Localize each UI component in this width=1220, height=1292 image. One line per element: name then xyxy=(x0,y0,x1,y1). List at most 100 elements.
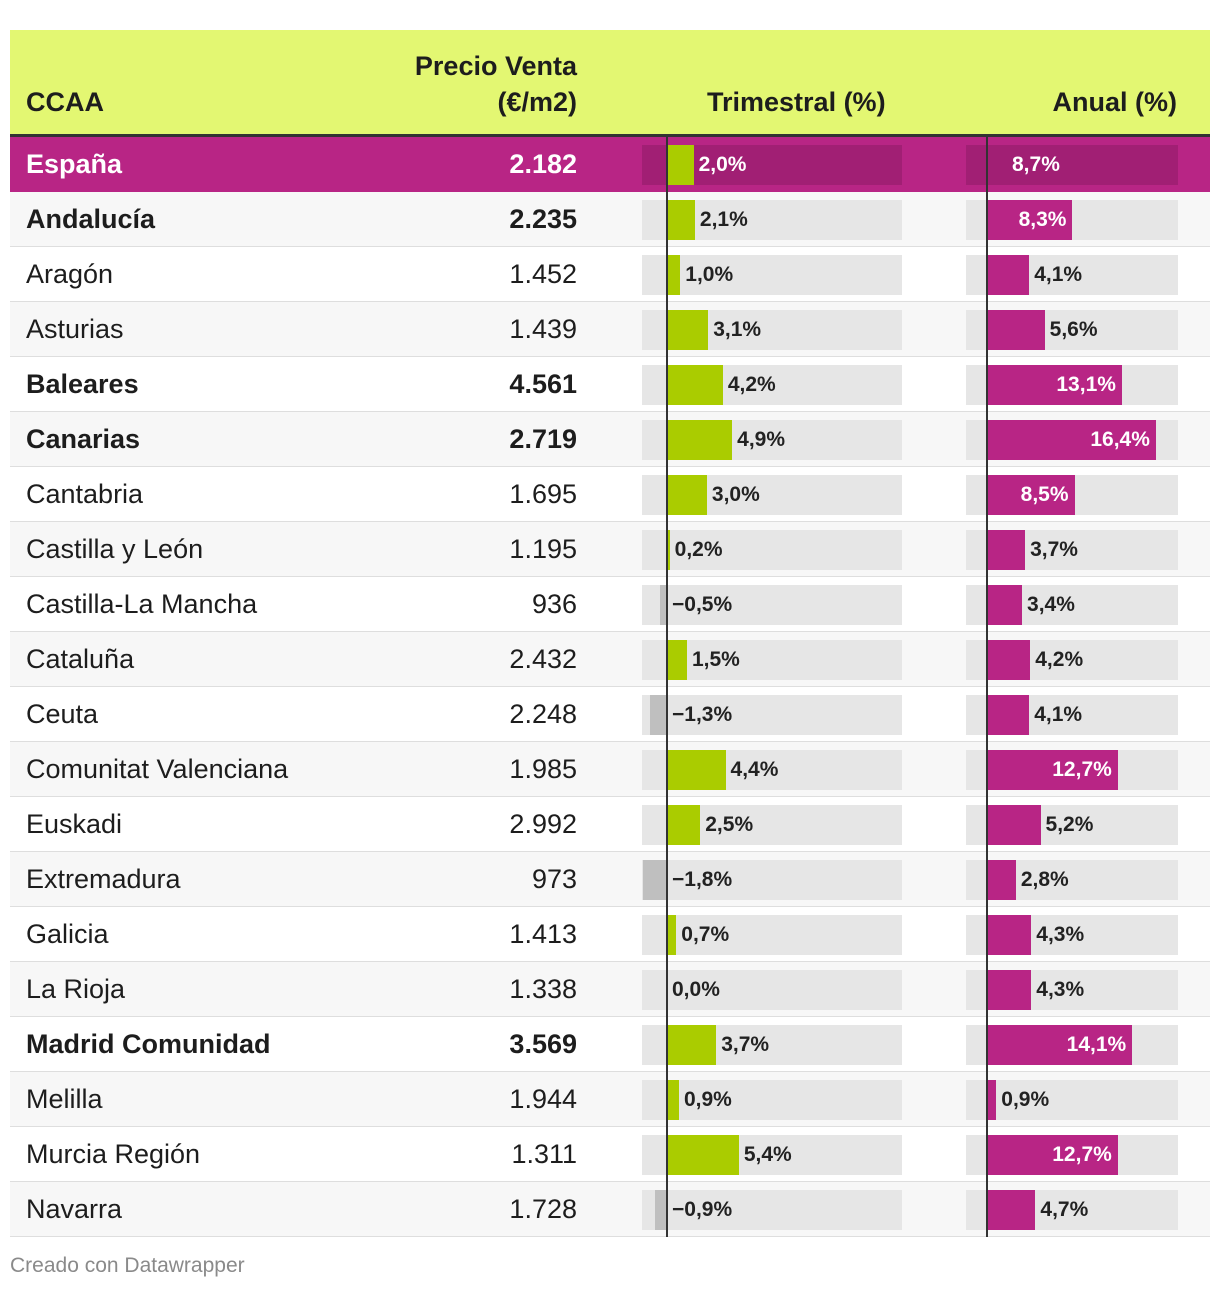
trimestral-bar xyxy=(667,915,677,955)
trimestral-track: −1,8% xyxy=(642,860,902,900)
ccaa-name: Extremadura xyxy=(26,864,181,894)
anual-track: 2,8% xyxy=(966,860,1178,900)
anual-bar xyxy=(987,420,1156,460)
anual-label: 0,9% xyxy=(1001,1088,1050,1111)
anual-track: 12,7% xyxy=(966,1135,1178,1175)
anual-bar xyxy=(987,750,1118,790)
table-row: Andalucía 2.235 2,1% 8,3% xyxy=(10,192,1210,247)
ccaa-name: Navarra xyxy=(26,1194,123,1224)
anual-bar xyxy=(987,530,1026,570)
trimestral-bar xyxy=(667,200,695,240)
table-row: Galicia 1.413 0,7% 4,3% xyxy=(10,907,1210,962)
trimestral-track: 5,4% xyxy=(642,1135,902,1175)
trimestral-track: 2,5% xyxy=(642,805,902,845)
header-ccaa[interactable]: CCAA xyxy=(26,87,104,117)
ccaa-name: Andalucía xyxy=(26,204,156,234)
anual-label: 4,2% xyxy=(1035,648,1084,671)
ccaa-name: Castilla-La Mancha xyxy=(26,589,258,619)
anual-label: 4,3% xyxy=(1036,923,1085,946)
ccaa-name: Canarias xyxy=(26,424,141,454)
trimestral-bar xyxy=(643,860,667,900)
anual-bar xyxy=(987,585,1023,625)
trimestral-bar xyxy=(667,145,694,185)
trimestral-bar xyxy=(667,750,726,790)
ccaa-name: Ceuta xyxy=(26,699,99,729)
trimestral-track: 1,0% xyxy=(642,255,902,295)
trimestral-bar xyxy=(667,255,681,295)
ccaa-name: Cantabria xyxy=(26,479,144,509)
header-price[interactable]: Precio Venta (€/m2) xyxy=(415,48,577,120)
anual-label: 4,7% xyxy=(1040,1198,1089,1221)
trimestral-label: 0,9% xyxy=(683,1088,732,1111)
trimestral-track: 0,0% xyxy=(642,970,902,1010)
table-row: Murcia Región 1.311 5,4% 12,7% xyxy=(10,1127,1210,1182)
anual-track: 4,3% xyxy=(966,915,1178,955)
ccaa-name: Murcia Región xyxy=(26,1139,201,1169)
anual-label: 2,8% xyxy=(1020,868,1069,891)
table-row: Castilla-La Mancha 936 −0,5% 3,4% xyxy=(10,577,1210,632)
price-value: 2.992 xyxy=(509,809,577,839)
anual-track: 8,3% xyxy=(966,200,1178,240)
anual-track: 16,4% xyxy=(966,420,1178,460)
anual-bar xyxy=(987,805,1041,845)
anual-label: 12,7% xyxy=(1052,758,1112,781)
trimestral-track: 0,9% xyxy=(642,1080,902,1120)
anual-track: 12,7% xyxy=(966,750,1178,790)
trimestral-track: 4,9% xyxy=(642,420,902,460)
table-row: Canarias 2.719 4,9% 16,4% xyxy=(10,412,1210,467)
trimestral-label: 4,2% xyxy=(727,373,776,396)
trimestral-bar xyxy=(667,365,723,405)
anual-track: 5,6% xyxy=(966,310,1178,350)
table-row: Cataluña 2.432 1,5% 4,2% xyxy=(10,632,1210,687)
ccaa-name: Melilla xyxy=(26,1084,103,1114)
trimestral-label: 3,1% xyxy=(713,318,762,341)
trimestral-label: −0,9% xyxy=(672,1198,733,1221)
ccaa-name: Galicia xyxy=(26,919,109,949)
ccaa-name: La Rioja xyxy=(26,974,126,1004)
anual-label: 8,7% xyxy=(1012,153,1060,176)
anual-label: 12,7% xyxy=(1052,1143,1112,1166)
header-price-line2: (€/m2) xyxy=(497,87,577,117)
trimestral-track: −1,3% xyxy=(642,695,902,735)
anual-bar xyxy=(987,365,1122,405)
trimestral-label: 4,4% xyxy=(730,758,779,781)
trimestral-label: −0,5% xyxy=(672,593,733,616)
anual-bar xyxy=(987,1080,997,1120)
ccaa-name: Castilla y León xyxy=(26,534,204,564)
trimestral-label: 1,0% xyxy=(685,263,734,286)
anual-label: 4,1% xyxy=(1034,703,1083,726)
anual-bar xyxy=(987,695,1030,735)
table-body: España 2.182 2,0% 8,7% Andalucía 2.235 2,1% 8,3… xyxy=(10,137,1210,1237)
trimestral-bar xyxy=(667,475,707,515)
price-value: 1.985 xyxy=(509,754,577,784)
trimestral-track: −0,9% xyxy=(642,1190,902,1230)
anual-zero-axis xyxy=(986,137,988,1237)
anual-label: 3,7% xyxy=(1030,538,1078,561)
trimestral-bar xyxy=(667,310,709,350)
trimestral-zero-axis xyxy=(666,137,668,1237)
trimestral-bar xyxy=(655,1190,667,1230)
ccaa-name: Baleares xyxy=(26,369,139,399)
anual-label: 4,1% xyxy=(1034,263,1083,286)
table-row: Asturias 1.439 3,1% 5,6% xyxy=(10,302,1210,357)
price-value: 1.338 xyxy=(509,974,577,1004)
trimestral-track: 2,0% xyxy=(642,145,902,185)
trimestral-bar xyxy=(667,1080,679,1120)
footer-credit[interactable]: Creado con Datawrapper xyxy=(10,1254,245,1277)
table-row: Cantabria 1.695 3,0% 8,5% xyxy=(10,467,1210,522)
trimestral-track: 2,1% xyxy=(642,200,902,240)
price-value: 2.235 xyxy=(509,204,577,234)
header-anual[interactable]: Anual (%) xyxy=(1052,87,1178,117)
price-value: 2.248 xyxy=(509,699,577,729)
anual-label: 16,4% xyxy=(1090,428,1150,451)
data-table: CCAA Precio Venta (€/m2) Trimestral (%) … xyxy=(10,30,1210,1237)
price-value: 2.719 xyxy=(509,424,577,454)
trimestral-track: 0,7% xyxy=(642,915,902,955)
anual-bar xyxy=(987,1025,1133,1065)
anual-label: 5,6% xyxy=(1049,318,1098,341)
trimestral-bar xyxy=(667,420,733,460)
anual-label: 3,4% xyxy=(1027,593,1075,616)
header-trimestral[interactable]: Trimestral (%) xyxy=(707,87,886,117)
anual-label: 8,5% xyxy=(1020,483,1069,506)
price-value: 1.195 xyxy=(509,534,577,564)
